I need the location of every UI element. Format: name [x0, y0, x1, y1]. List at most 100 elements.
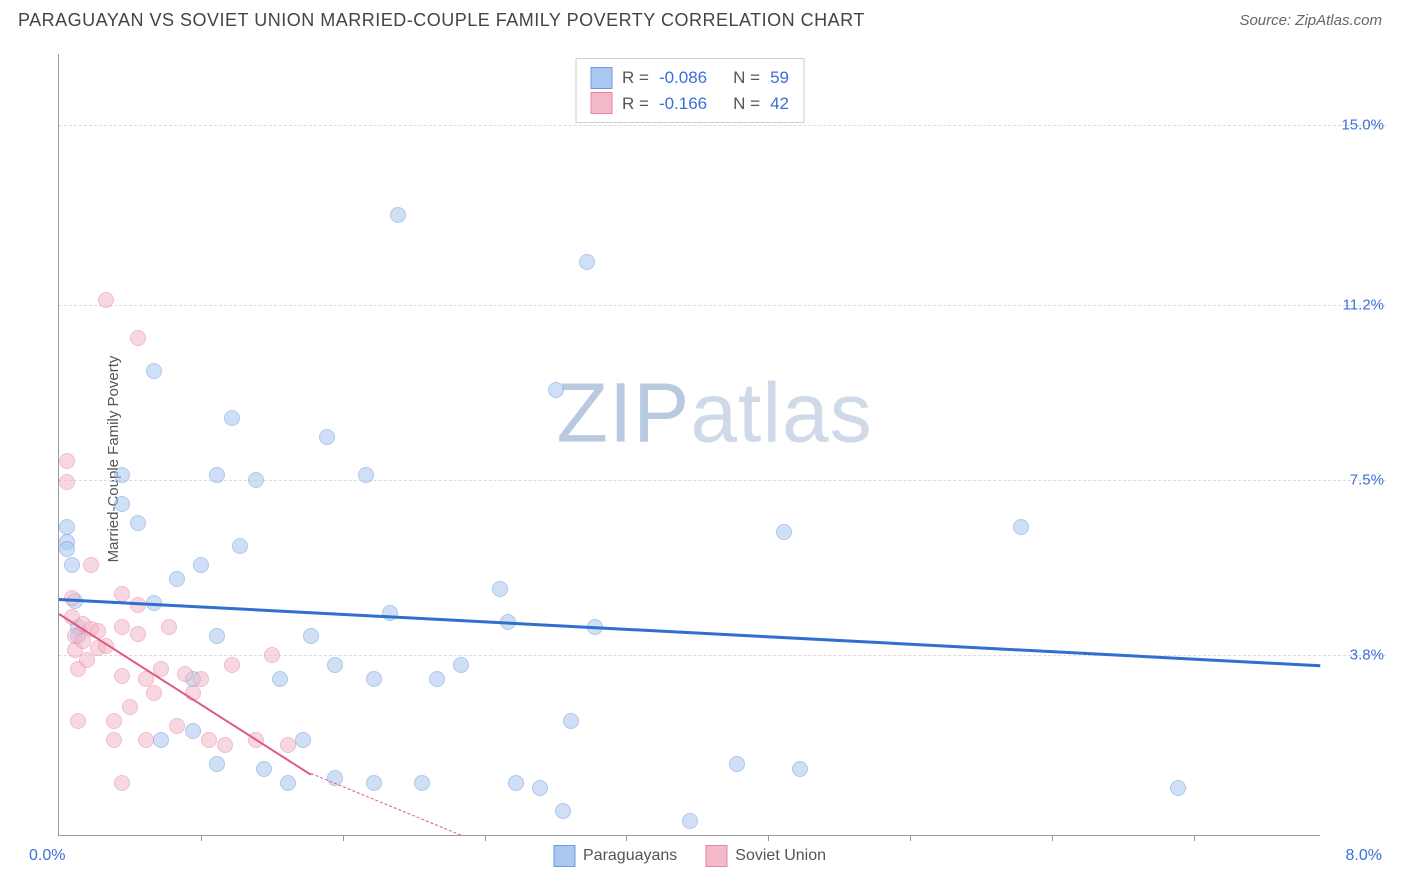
data-point — [414, 775, 430, 791]
chart-wrapper: Married-Couple Family Poverty ZIPatlas 3… — [18, 44, 1388, 874]
data-point — [146, 685, 162, 701]
data-point — [729, 756, 745, 772]
data-point — [106, 732, 122, 748]
data-point — [217, 737, 233, 753]
y-tick-label: 7.5% — [1350, 472, 1384, 489]
legend-swatch — [705, 845, 727, 867]
data-point — [146, 363, 162, 379]
data-point — [114, 775, 130, 791]
chart-title: PARAGUAYAN VS SOVIET UNION MARRIED-COUPL… — [18, 10, 865, 31]
y-tick-label: 3.8% — [1350, 647, 1384, 664]
data-point — [264, 647, 280, 663]
data-point — [201, 732, 217, 748]
data-point — [295, 732, 311, 748]
data-point — [59, 474, 75, 490]
x-tick — [768, 835, 769, 841]
y-tick-label: 11.2% — [1343, 296, 1384, 313]
data-point — [256, 761, 272, 777]
gridline-h — [59, 125, 1386, 126]
n-label: N = — [733, 65, 760, 91]
x-axis-max-label: 8.0% — [1346, 847, 1382, 865]
data-point — [319, 429, 335, 445]
n-value: 42 — [770, 91, 789, 117]
data-point — [453, 657, 469, 673]
stats-box: R =-0.086N =59R = -0.166N =42 — [575, 58, 804, 123]
data-point — [209, 628, 225, 644]
n-label: N = — [733, 91, 760, 117]
r-value: -0.086 — [659, 65, 707, 91]
data-point — [492, 581, 508, 597]
data-point — [532, 780, 548, 796]
chart-header: PARAGUAYAN VS SOVIET UNION MARRIED-COUPL… — [0, 0, 1406, 37]
data-point — [130, 626, 146, 642]
data-point — [161, 619, 177, 635]
x-tick — [1194, 835, 1195, 841]
data-point — [579, 254, 595, 270]
data-point — [224, 657, 240, 673]
x-tick — [626, 835, 627, 841]
data-point — [130, 597, 146, 613]
data-point — [776, 524, 792, 540]
data-point — [59, 453, 75, 469]
data-point — [114, 619, 130, 635]
r-value: -0.166 — [659, 91, 707, 117]
data-point — [193, 557, 209, 573]
data-point — [429, 671, 445, 687]
stats-row: R = -0.166 N = 42 — [590, 91, 789, 117]
series-swatch — [590, 67, 612, 89]
gridline-h — [59, 305, 1386, 306]
x-tick — [910, 835, 911, 841]
legend-label: Soviet Union — [735, 847, 826, 865]
data-point — [114, 467, 130, 483]
legend-item: Soviet Union — [705, 845, 826, 867]
data-point — [138, 732, 154, 748]
data-point — [64, 557, 80, 573]
data-point — [272, 671, 288, 687]
data-point — [153, 732, 169, 748]
data-point — [358, 467, 374, 483]
legend-item: Paraguayans — [553, 845, 677, 867]
data-point — [390, 207, 406, 223]
data-point — [224, 410, 240, 426]
data-point — [327, 657, 343, 673]
data-point — [83, 557, 99, 573]
data-point — [114, 496, 130, 512]
data-point — [70, 713, 86, 729]
data-point — [1013, 519, 1029, 535]
data-point — [232, 538, 248, 554]
data-point — [106, 713, 122, 729]
data-point — [193, 671, 209, 687]
data-point — [169, 718, 185, 734]
trendline-extrapolated — [311, 773, 461, 835]
data-point — [209, 467, 225, 483]
data-point — [548, 382, 564, 398]
data-point — [563, 713, 579, 729]
data-point — [280, 775, 296, 791]
data-point — [555, 803, 571, 819]
x-axis-min-label: 0.0% — [29, 847, 65, 865]
data-point — [1170, 780, 1186, 796]
watermark: ZIPatlas — [557, 365, 873, 462]
trendline — [59, 598, 1320, 667]
data-point — [114, 586, 130, 602]
stats-row: R =-0.086N =59 — [590, 65, 789, 91]
data-point — [682, 813, 698, 829]
gridline-h — [59, 655, 1386, 656]
x-tick — [201, 835, 202, 841]
plot-area: ZIPatlas 3.8%7.5%11.2%15.0%0.0%8.0%R =-0… — [58, 54, 1320, 836]
data-point — [114, 668, 130, 684]
data-point — [130, 515, 146, 531]
r-label: R = — [622, 91, 649, 117]
data-point — [366, 775, 382, 791]
data-point — [508, 775, 524, 791]
legend: Paraguayans Soviet Union — [553, 845, 826, 867]
data-point — [366, 671, 382, 687]
x-tick — [485, 835, 486, 841]
y-tick-label: 15.0% — [1341, 117, 1384, 134]
data-point — [169, 571, 185, 587]
x-tick — [343, 835, 344, 841]
data-point — [280, 737, 296, 753]
chart-source: Source: ZipAtlas.com — [1239, 12, 1382, 29]
legend-swatch — [553, 845, 575, 867]
data-point — [177, 666, 193, 682]
